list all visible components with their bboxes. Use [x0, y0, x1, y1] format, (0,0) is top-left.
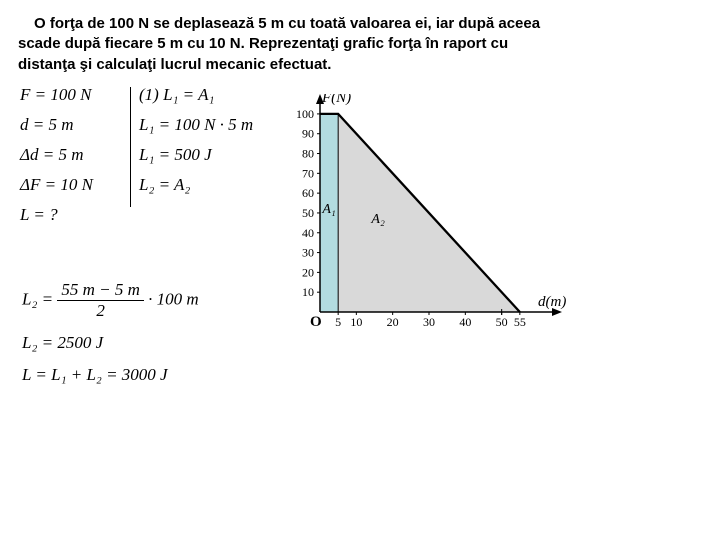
- svg-text:d(m): d(m): [538, 294, 566, 310]
- L2-den: 2: [57, 301, 144, 321]
- svg-text:80: 80: [302, 147, 314, 161]
- svg-text:30: 30: [302, 246, 314, 260]
- calc-Ltot: L = L₁ + L₂ = 3000 J: [22, 365, 199, 385]
- svg-text:70: 70: [302, 166, 314, 180]
- svg-text:50: 50: [496, 315, 508, 329]
- given-dF: ΔF = 10 N: [20, 175, 130, 195]
- problem-line1: O forţa de 100 N se deplasează 5 m cu to…: [34, 15, 540, 32]
- svg-text:30: 30: [423, 315, 435, 329]
- calc-L2-expr: L₂ = 55 m − 5 m 2 · 100 m: [22, 280, 199, 321]
- svg-text:40: 40: [459, 315, 471, 329]
- given-d: d = 5 m: [20, 115, 130, 135]
- svg-text:O: O: [310, 314, 322, 330]
- svg-text:100: 100: [296, 107, 314, 121]
- problem-line2: scade după fiecare 5 m cu 10 N. Reprezen…: [18, 34, 702, 54]
- given-F: F = 100 N: [20, 85, 130, 105]
- problem-line3: distanţa şi calculaţi lucrul mecanic efe…: [18, 55, 702, 75]
- calc-1a: (1) L₁ = A₁: [139, 85, 284, 105]
- calc-1c: L₁ = 500 J: [139, 145, 284, 165]
- L2-rhs: · 100 m: [148, 289, 199, 308]
- svg-text:10: 10: [350, 315, 362, 329]
- calc-L2-res: L₂ = 2500 J: [22, 333, 199, 353]
- calc-steps: (1) L₁ = A₁ L₁ = 100 N · 5 m L₁ = 500 J …: [139, 83, 284, 235]
- L2-num: 55 m − 5 m: [57, 280, 144, 301]
- svg-text:A₂: A₂: [370, 212, 385, 227]
- svg-text:60: 60: [302, 186, 314, 200]
- svg-text:A₁: A₁: [321, 202, 335, 217]
- svg-text:55: 55: [514, 315, 526, 329]
- svg-text:5: 5: [335, 315, 341, 329]
- svg-text:50: 50: [302, 206, 314, 220]
- lower-calc: L₂ = 55 m − 5 m 2 · 100 m L₂ = 2500 J L …: [22, 280, 199, 397]
- given-data: F = 100 N d = 5 m Δd = 5 m ΔF = 10 N L =…: [20, 83, 130, 235]
- svg-text:F(N): F(N): [321, 94, 351, 106]
- svg-text:20: 20: [302, 265, 314, 279]
- divider: [130, 87, 131, 207]
- given-L: L = ?: [20, 205, 130, 225]
- L2-lhs: L₂ =: [22, 289, 53, 308]
- given-dd: Δd = 5 m: [20, 145, 130, 165]
- svg-text:90: 90: [302, 127, 314, 141]
- svg-text:40: 40: [302, 226, 314, 240]
- calc-2a: L₂ = A₂: [139, 175, 284, 195]
- svg-text:20: 20: [387, 315, 399, 329]
- svg-text:10: 10: [302, 285, 314, 299]
- calc-1b: L₁ = 100 N · 5 m: [139, 115, 284, 135]
- force-distance-chart: 10 20 30 40 50 60 70 80 90 100 5 10 20 30 40 50 55 F(N) d(…: [278, 94, 598, 349]
